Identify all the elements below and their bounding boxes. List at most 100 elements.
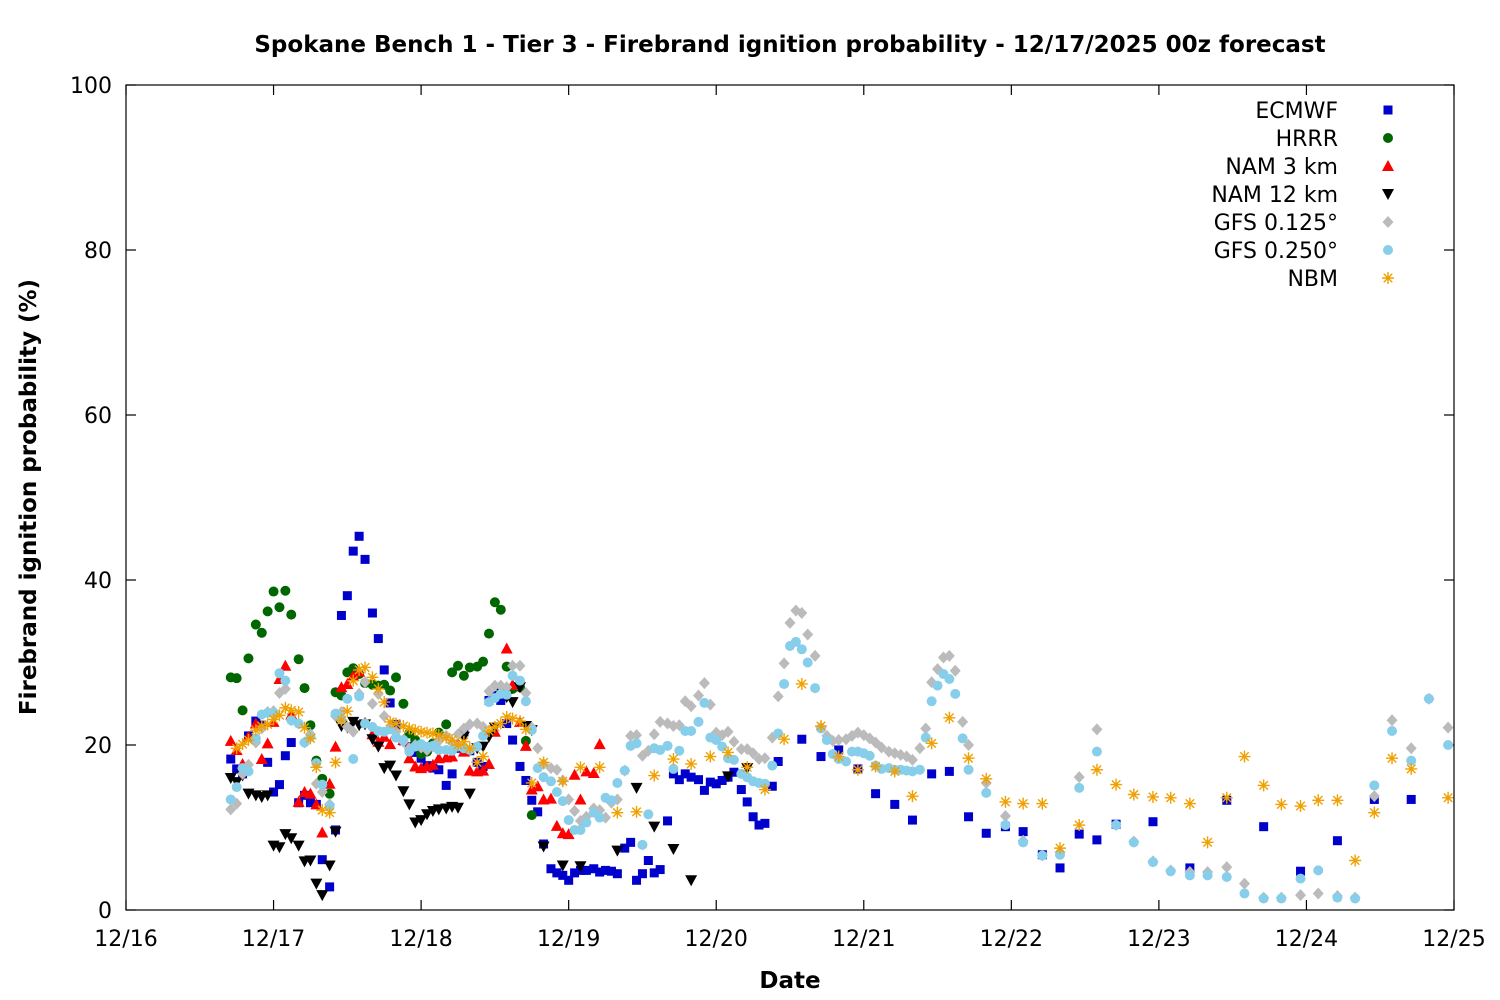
- data-point: [564, 875, 574, 885]
- data-point: [1313, 865, 1324, 876]
- data-point: [944, 674, 955, 684]
- data-point: [1387, 725, 1398, 736]
- data-point: [767, 781, 777, 791]
- data-point: [950, 688, 961, 699]
- data-point: [932, 680, 943, 691]
- data-point: [569, 805, 581, 817]
- data-point: [537, 756, 550, 769]
- data-point: [686, 772, 696, 782]
- data-point: [347, 725, 359, 738]
- data-point: [521, 775, 531, 785]
- data-point: [1017, 797, 1030, 810]
- data-point: [335, 681, 348, 693]
- data-point: [686, 725, 697, 736]
- data-point: [1295, 873, 1306, 884]
- chart-title: Spokane Bench 1 - Tier 3 - Firebrand ign…: [254, 32, 1325, 58]
- data-point: [906, 790, 919, 803]
- data-point: [285, 704, 298, 717]
- data-point: [779, 678, 790, 689]
- data-point: [1312, 887, 1324, 900]
- data-point: [1332, 836, 1342, 846]
- data-point: [544, 792, 557, 804]
- data-point: [907, 815, 917, 825]
- data-point: [1350, 893, 1361, 904]
- data-point: [280, 585, 291, 596]
- data-point: [1127, 788, 1140, 801]
- data-point: [508, 735, 518, 745]
- data-point: [999, 795, 1012, 808]
- data-point: [1111, 820, 1122, 831]
- data-point: [317, 779, 328, 790]
- data-point: [1276, 893, 1287, 904]
- data-point: [558, 870, 568, 880]
- data-point: [325, 882, 335, 892]
- data-point: [519, 723, 532, 736]
- data-point: [699, 785, 709, 795]
- data-point: [477, 720, 489, 733]
- data-point: [463, 742, 476, 755]
- data-point: [705, 777, 715, 787]
- data-point: [520, 687, 532, 700]
- data-point: [611, 806, 624, 819]
- data-point: [471, 756, 484, 769]
- data-point: [398, 698, 409, 709]
- data-point: [366, 697, 378, 710]
- data-point: [888, 765, 901, 778]
- data-point: [637, 839, 648, 850]
- data-point: [1054, 842, 1067, 855]
- data-point: [1183, 797, 1196, 810]
- data-point: [551, 763, 563, 776]
- x-tick-label: 12/22: [980, 927, 1043, 952]
- data-point: [556, 860, 569, 872]
- data-point: [501, 689, 512, 700]
- data-point: [403, 752, 416, 764]
- data-point: [250, 619, 261, 630]
- data-point: [551, 787, 562, 798]
- data-point: [1221, 861, 1233, 874]
- data-point: [341, 705, 354, 718]
- data-point: [999, 809, 1011, 822]
- data-point: [432, 729, 445, 742]
- data-point: [489, 597, 500, 608]
- data-point: [360, 554, 370, 564]
- data-point: [506, 712, 519, 725]
- points-layer: [224, 531, 1455, 904]
- data-point: [464, 662, 475, 673]
- x-tick-label: 12/20: [685, 927, 748, 952]
- data-point: [545, 776, 556, 787]
- data-point: [317, 855, 327, 865]
- data-point: [426, 727, 439, 740]
- data-point: [1146, 790, 1159, 803]
- y-tick-label: 60: [84, 404, 112, 429]
- data-point: [1386, 752, 1399, 765]
- data-point: [1257, 779, 1270, 792]
- data-point: [261, 737, 274, 749]
- data-point: [758, 783, 771, 796]
- data-point: [767, 760, 778, 771]
- data-point: [906, 753, 918, 766]
- data-point: [373, 634, 383, 644]
- data-point: [550, 819, 563, 831]
- data-point: [1221, 872, 1232, 882]
- data-point: [704, 750, 717, 763]
- data-point: [927, 769, 937, 779]
- data-point: [742, 797, 752, 807]
- data-point: [957, 715, 969, 728]
- data-point: [631, 729, 643, 742]
- data-point: [963, 764, 974, 775]
- data-point: [255, 753, 268, 765]
- data-point: [1442, 721, 1454, 734]
- data-point: [533, 807, 543, 817]
- data-point: [293, 718, 304, 729]
- data-point: [426, 758, 439, 770]
- data-point: [477, 750, 490, 763]
- data-point: [273, 842, 286, 854]
- data-point: [226, 754, 236, 764]
- data-point: [1018, 827, 1028, 837]
- data-point: [495, 604, 506, 615]
- data-point: [864, 750, 875, 761]
- data-point: [237, 705, 248, 716]
- y-axis-label: Firebrand ignition probability (%): [16, 279, 42, 715]
- data-point: [685, 757, 698, 770]
- data-point: [378, 696, 391, 709]
